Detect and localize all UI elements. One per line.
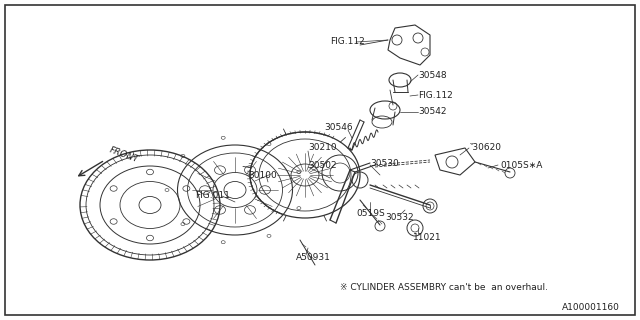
Text: 30530: 30530 bbox=[370, 158, 399, 167]
Text: 30548: 30548 bbox=[418, 70, 447, 79]
Text: 30542: 30542 bbox=[418, 108, 447, 116]
Text: 30532: 30532 bbox=[385, 213, 413, 222]
Text: 30100: 30100 bbox=[248, 171, 276, 180]
Text: FRONT: FRONT bbox=[108, 146, 140, 164]
Text: 0519S: 0519S bbox=[356, 209, 385, 218]
Text: A50931: A50931 bbox=[296, 253, 331, 262]
Text: FIG.011: FIG.011 bbox=[195, 190, 230, 199]
Text: 11021: 11021 bbox=[413, 234, 442, 243]
Text: ※ CYLINDER ASSEMBRY can't be  an overhaul.: ※ CYLINDER ASSEMBRY can't be an overhaul… bbox=[340, 284, 548, 292]
Text: 30546: 30546 bbox=[324, 124, 353, 132]
Text: ‶30620: ‶30620 bbox=[470, 143, 502, 153]
Text: FIG.112: FIG.112 bbox=[418, 91, 452, 100]
Text: FIG.112: FIG.112 bbox=[330, 37, 365, 46]
Text: 30502: 30502 bbox=[308, 161, 337, 170]
Text: 30210: 30210 bbox=[308, 143, 337, 153]
Text: A100001160: A100001160 bbox=[562, 303, 620, 313]
Text: 0105S∗A: 0105S∗A bbox=[500, 161, 542, 170]
